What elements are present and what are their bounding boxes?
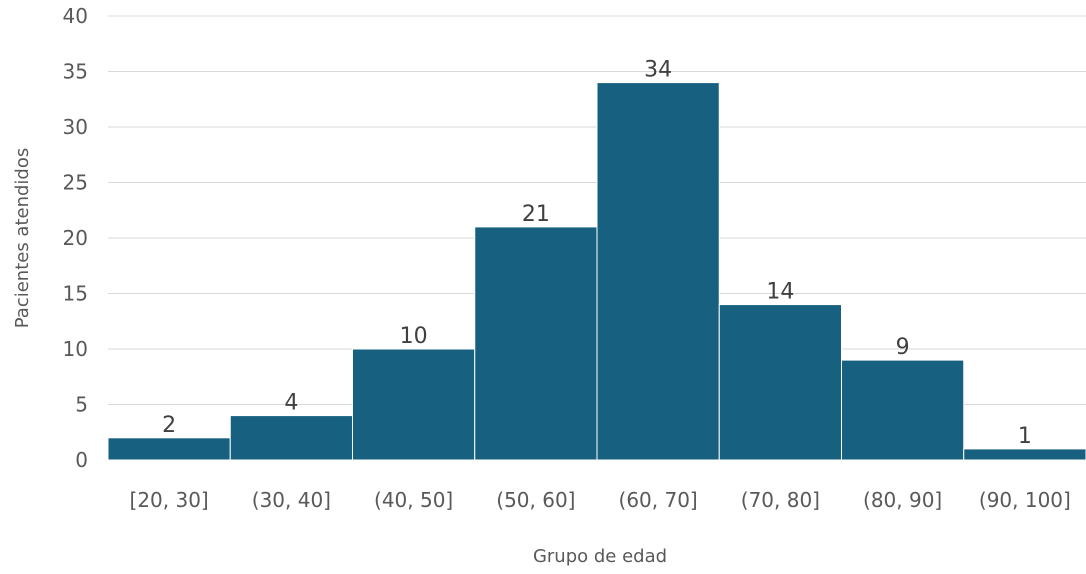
y-tick-label: 20 — [63, 226, 88, 250]
histogram-bar — [107, 437, 231, 461]
x-tick-label: (80, 90] — [863, 488, 942, 512]
histogram-bar — [718, 304, 842, 461]
x-axis-title: Grupo de edad — [533, 546, 667, 567]
histogram-bar — [352, 348, 476, 461]
y-axis-ticks: 0 5 10 15 20 25 30 35 40 — [63, 4, 88, 472]
y-axis-title: Pacientes atendidos — [12, 148, 33, 329]
x-tick-label: (30, 40] — [252, 488, 331, 512]
data-label: 1 — [1018, 424, 1032, 449]
x-axis-ticks: [20, 30] (30, 40] (40, 50] (50, 60] (60, 70]… — [130, 488, 1071, 512]
y-tick-label: 5 — [75, 393, 88, 417]
x-tick-label: (50, 60] — [496, 488, 575, 512]
x-tick-label: (90, 100] — [979, 488, 1071, 512]
histogram-bar — [474, 226, 598, 461]
data-label: 14 — [766, 280, 794, 305]
y-tick-label: 0 — [75, 448, 88, 472]
data-labels: 2 4 10 21 34 14 9 1 — [162, 58, 1032, 449]
histogram-bar — [229, 415, 353, 461]
y-tick-label: 15 — [63, 282, 88, 306]
x-tick-label: [20, 30] — [130, 488, 209, 512]
y-tick-label: 30 — [63, 115, 88, 139]
histogram-bar — [596, 82, 720, 461]
y-tick-label: 25 — [63, 171, 88, 195]
data-label: 4 — [284, 391, 298, 416]
data-label: 10 — [400, 324, 428, 349]
data-label: 2 — [162, 413, 176, 438]
histogram-bar — [963, 448, 1086, 461]
y-tick-label: 40 — [63, 4, 88, 28]
data-label: 21 — [522, 202, 550, 227]
bars — [107, 82, 1086, 461]
x-tick-label: (70, 80] — [741, 488, 820, 512]
data-label: 9 — [896, 335, 910, 360]
histogram-bar — [841, 359, 965, 461]
x-tick-label: (60, 70] — [619, 488, 698, 512]
x-tick-label: (40, 50] — [374, 488, 453, 512]
data-label: 34 — [644, 58, 672, 83]
y-tick-label: 35 — [63, 60, 88, 84]
y-tick-label: 10 — [63, 337, 88, 361]
